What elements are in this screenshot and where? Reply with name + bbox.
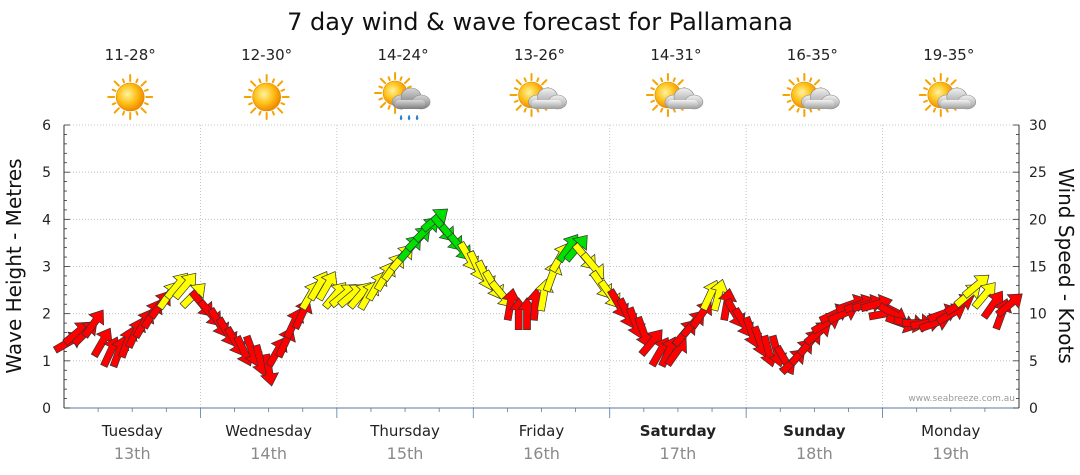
- partly-cloudy-icon: [782, 73, 840, 117]
- partly-cloudy-icon: [918, 73, 977, 117]
- rain-drop: [407, 114, 411, 121]
- wind-arrow: [81, 309, 105, 339]
- temp-range: 19-35°: [923, 46, 974, 64]
- wind-arrow: [259, 353, 280, 387]
- left-tick-label: 0: [42, 401, 51, 417]
- day-name: Monday: [921, 422, 980, 440]
- day-date: 14th: [250, 444, 287, 463]
- left-tick-label: 1: [42, 354, 51, 370]
- cloud-shape: [528, 87, 567, 110]
- rain-drop: [415, 114, 419, 121]
- day-date: 16th: [523, 444, 560, 463]
- right-tick-label: 30: [1029, 118, 1047, 134]
- day-name: Sunday: [783, 422, 846, 440]
- left-tick-label: 3: [42, 260, 51, 276]
- left-tick-label: 2: [42, 307, 51, 323]
- rain-drop: [399, 114, 403, 121]
- partly-cloudy-icon: [645, 73, 704, 117]
- day-name: Wednesday: [225, 422, 312, 440]
- right-axis-title: Wind Speed - Knots: [1054, 168, 1078, 364]
- day-date: 17th: [660, 444, 697, 463]
- right-tick-label: 25: [1029, 165, 1047, 181]
- sunny-icon: [243, 74, 290, 120]
- wind-arrow: [664, 337, 687, 368]
- showers-icon: [374, 72, 431, 121]
- day-date: 15th: [387, 444, 424, 463]
- temp-range: 14-24°: [378, 46, 429, 64]
- chart-title: 7 day wind & wave forecast for Pallamana: [287, 8, 793, 36]
- temp-range: 14-31°: [650, 46, 701, 64]
- left-axis-title: Wave Height - Metres: [2, 158, 26, 373]
- day-labels: Tuesday 13th Wednesday 14th Thursday 15th Frid…: [97, 408, 986, 463]
- day-date: 13th: [114, 444, 151, 463]
- day-name: Saturday: [640, 422, 717, 440]
- weather-row: 11-28° 12-30° 14-24° 13-26° 14-31° 16-35° 19-3…: [105, 46, 977, 121]
- cloud-shape: [664, 87, 704, 110]
- right-tick-label: 5: [1029, 354, 1038, 370]
- partly-cloudy-icon: [509, 73, 567, 117]
- right-tick-label: 0: [1029, 401, 1038, 417]
- wind-arrows: [52, 208, 1023, 387]
- day-name: Friday: [519, 422, 565, 440]
- day-name: Tuesday: [101, 422, 163, 440]
- sun-rays: [243, 74, 290, 120]
- left-tick-label: 5: [42, 165, 51, 181]
- right-tick-label: 15: [1029, 260, 1047, 276]
- day-date: 18th: [796, 444, 833, 463]
- cloud-shape: [391, 87, 431, 110]
- sunny-icon: [107, 74, 154, 120]
- temp-range: 13-26°: [514, 46, 565, 64]
- day-date: 19th: [932, 444, 969, 463]
- day-name: Thursday: [369, 422, 440, 440]
- cloud-shape: [937, 87, 977, 110]
- sun-disc: [252, 82, 281, 112]
- temp-range: 16-35°: [787, 46, 838, 64]
- wind-arrow: [995, 293, 1023, 318]
- right-tick-label: 10: [1029, 307, 1047, 323]
- temp-range: 12-30°: [241, 46, 292, 64]
- sun-rays: [107, 74, 154, 120]
- source-credit: www.seabreeze.com.au: [908, 394, 1015, 404]
- cloud-shape: [801, 87, 840, 110]
- left-tick-label: 4: [42, 212, 51, 228]
- sun-disc: [115, 82, 145, 112]
- right-axis: 0 5 10 15 20 25 30: [1013, 118, 1047, 417]
- left-axis: 0 1 2 3 4 5 6: [42, 118, 70, 417]
- left-tick-label: 6: [42, 118, 51, 134]
- right-tick-label: 20: [1029, 212, 1047, 228]
- temp-range: 11-28°: [105, 46, 156, 64]
